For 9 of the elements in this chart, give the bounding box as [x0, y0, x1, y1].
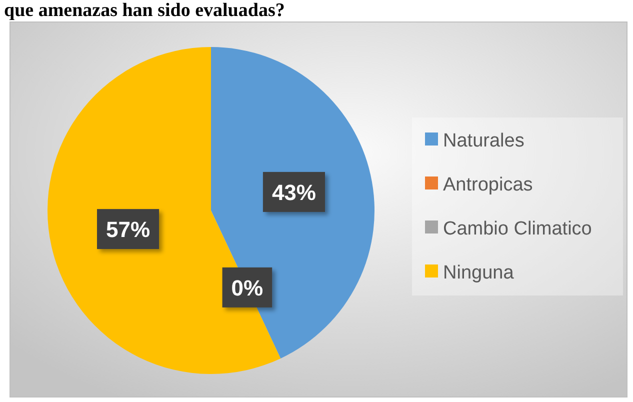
pie-slice [211, 47, 374, 358]
legend-label: Ninguna [443, 262, 514, 284]
legend-label: Cambio Climatico [443, 218, 592, 240]
legend-label: Naturales [443, 130, 524, 152]
data-label: 43% [272, 180, 316, 205]
chart-title: que amenazas han sido evaluadas? [4, 0, 285, 21]
legend-label: Antropicas [443, 174, 533, 196]
text: 0% [231, 275, 264, 300]
data-label: 57% [106, 217, 150, 242]
